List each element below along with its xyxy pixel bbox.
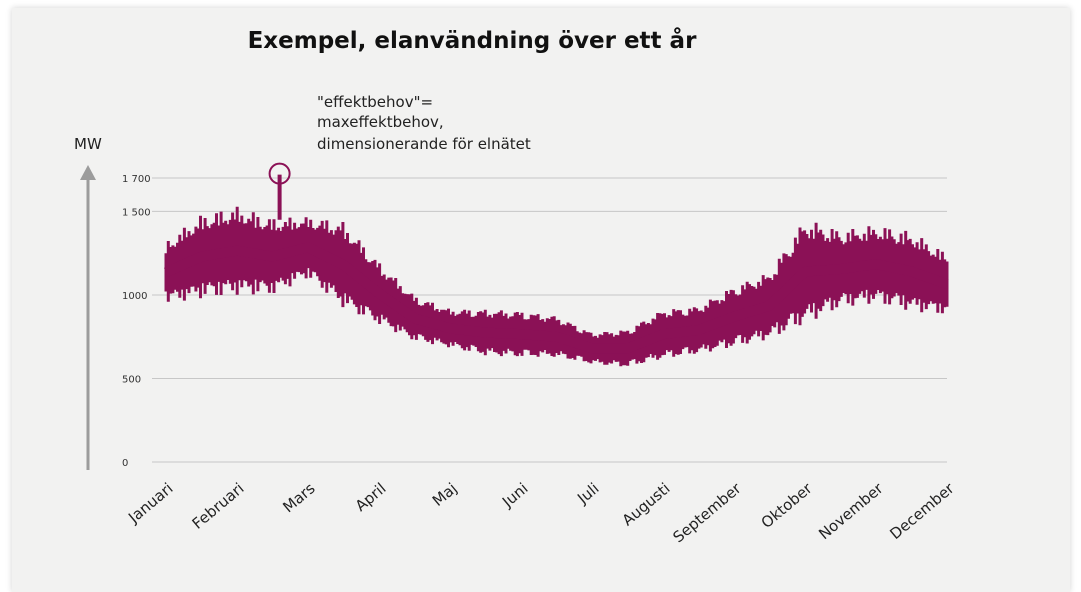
- x-tick-label: Oktober: [758, 479, 817, 532]
- y-tick-label: 0: [122, 458, 128, 469]
- y-tick-label: 1 500: [122, 207, 151, 218]
- x-tick-label: December: [886, 479, 958, 543]
- x-tick-labels: Januari Februari Mars April Maj Juni Juli Augus…: [124, 479, 958, 547]
- x-tick-label: Juni: [498, 479, 531, 511]
- y-tick-label: 1 700: [122, 174, 151, 185]
- x-tick-label: Mars: [279, 479, 318, 516]
- series-daily-range: [164, 206, 949, 367]
- chart-title: Exempel, elanvändning över ett år: [248, 27, 697, 54]
- annotation-line-1: "effektbehov"=: [317, 93, 433, 111]
- y-tick-label: 500: [122, 374, 141, 385]
- y-tick-labels: 0 500 1000 1 500 1 700: [122, 174, 151, 469]
- x-tick-label: Augusti: [619, 479, 674, 529]
- y-axis-arrow-head: [80, 165, 96, 180]
- annotation-line-3: dimensionerande för elnätet: [317, 135, 531, 153]
- x-tick-label: Februari: [189, 479, 248, 532]
- consumption-chart: Exempel, elanvändning över ett år "effek…: [74, 27, 958, 547]
- y-tick-label: 1000: [122, 291, 147, 302]
- x-tick-label: September: [669, 479, 745, 547]
- x-tick-label: Maj: [429, 479, 461, 510]
- slide-canvas: Exempel, elanvändning över ett år "effek…: [12, 8, 1070, 592]
- consumption-series: [163, 174, 950, 367]
- y-axis-label: MW: [74, 135, 102, 153]
- x-tick-label: April: [352, 479, 390, 515]
- peak-marker-circle: [268, 162, 291, 185]
- x-tick-label: Januari: [124, 479, 176, 527]
- series-line: [163, 242, 950, 354]
- x-tick-label: Juli: [573, 479, 602, 508]
- x-tick-label: November: [815, 479, 887, 543]
- annotation-line-2: maxeffektbehov,: [317, 113, 444, 131]
